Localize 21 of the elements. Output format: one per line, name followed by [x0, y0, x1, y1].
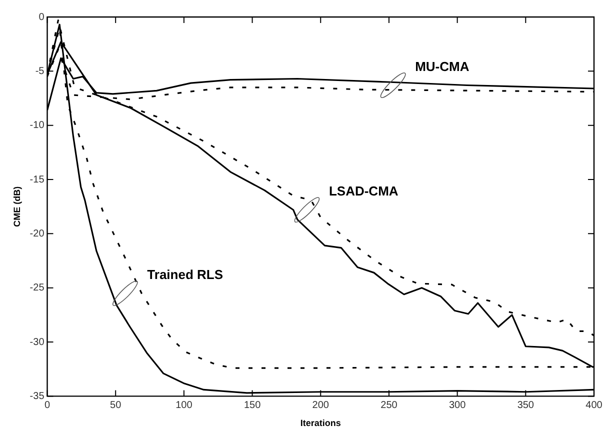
annotation: LSAD-CMA [328, 183, 399, 198]
y-tick-label: -20 [30, 228, 45, 240]
x-tick-label: 300 [448, 400, 466, 411]
x-tick-label: 50 [110, 400, 122, 411]
x-tick-label: 350 [517, 400, 534, 411]
x-tick-label: 250 [380, 400, 398, 411]
x-axis-title: Iterations [300, 418, 341, 428]
x-tick-label: 150 [244, 400, 262, 411]
y-tick-label: 0 [38, 12, 45, 23]
x-tick-label: 400 [586, 400, 603, 411]
x-tick-label: 200 [312, 400, 330, 411]
annotation: MU-CMA [415, 58, 470, 74]
annotation: Trained RLS [147, 266, 224, 282]
y-tick-label: -10 [30, 120, 45, 132]
x-tick-label: 100 [176, 400, 193, 411]
y-tick-label: -5 [35, 66, 45, 77]
y-tick-label: -30 [30, 336, 45, 348]
y-tick-label: -35 [30, 390, 45, 402]
y-axis-title: CME (dB) [12, 186, 22, 227]
y-tick-label: -15 [30, 174, 45, 186]
y-tick-label: -25 [30, 282, 45, 294]
